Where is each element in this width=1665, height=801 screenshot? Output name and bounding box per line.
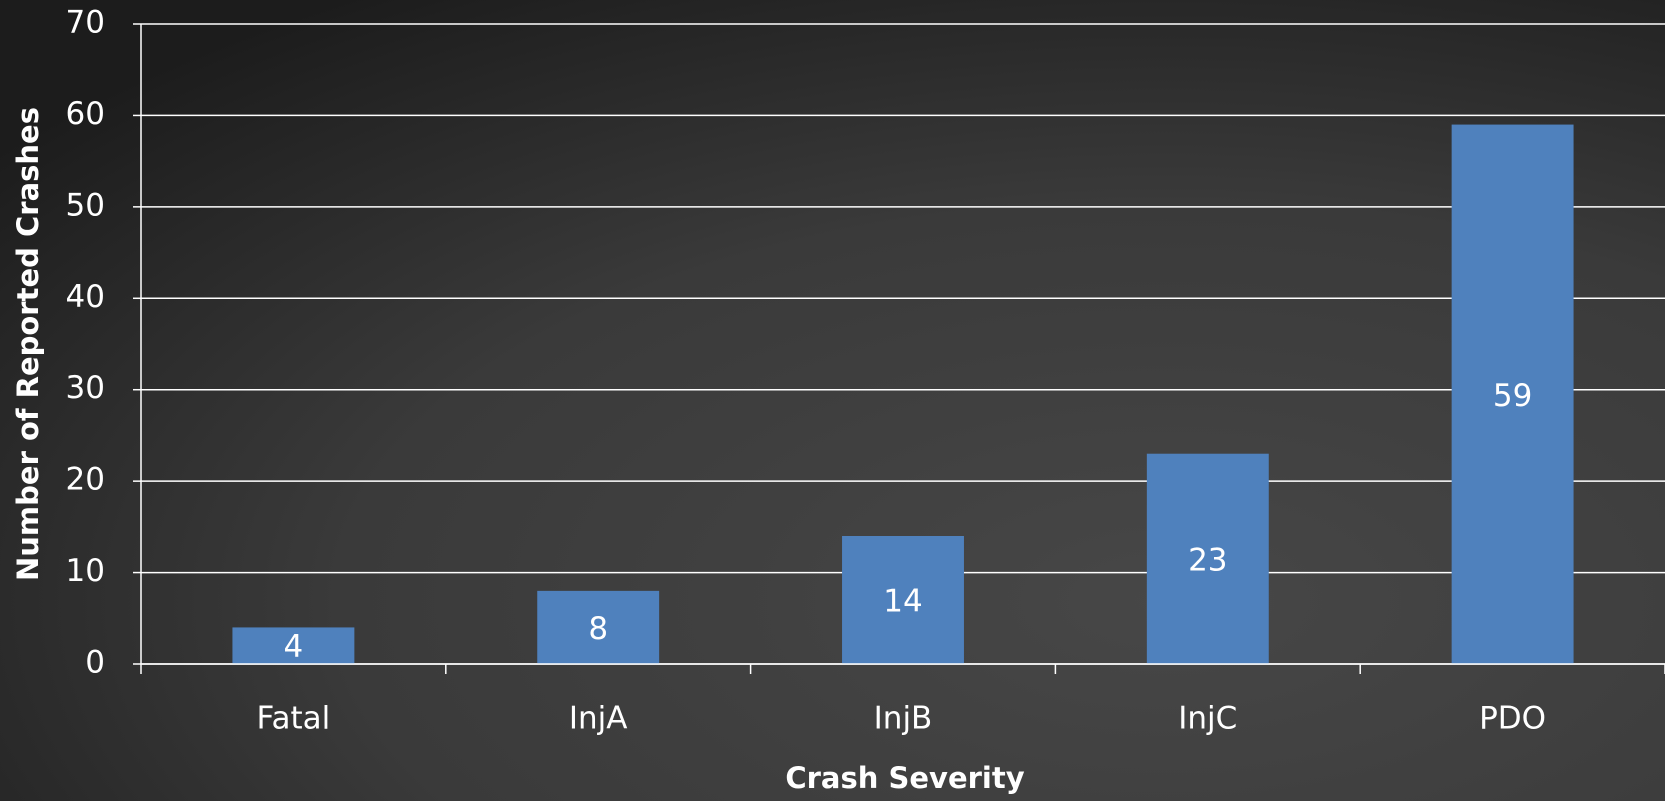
x-tick-label: InjB [874, 701, 933, 737]
y-tick-label: 20 [66, 462, 105, 498]
x-tick-label: Fatal [257, 701, 331, 737]
y-tick-label: 50 [66, 187, 105, 223]
data-label: 23 [1188, 542, 1227, 578]
bar [1146, 453, 1269, 664]
data-label: 14 [883, 584, 922, 620]
x-tick-label: InjA [569, 701, 628, 737]
y-tick-label: 70 [66, 5, 105, 41]
y-tick-label: 10 [66, 553, 105, 589]
y-tick-label: 40 [66, 279, 105, 315]
x-tick-label: InjC [1178, 701, 1237, 737]
bar [232, 627, 355, 664]
y-tick-label: 60 [66, 96, 105, 132]
bar [537, 590, 660, 664]
bar [842, 536, 964, 664]
bar [1451, 124, 1574, 665]
x-axis-title: Crash Severity [785, 761, 1024, 795]
data-label: 59 [1493, 378, 1532, 414]
y-tick-label: 30 [66, 370, 105, 406]
data-label: 4 [284, 629, 304, 665]
x-tick-label: PDO [1479, 701, 1546, 737]
y-axis-title: Number of Reported Crashes [11, 107, 45, 581]
y-tick-label: 0 [85, 645, 105, 681]
data-label: 8 [588, 611, 608, 647]
